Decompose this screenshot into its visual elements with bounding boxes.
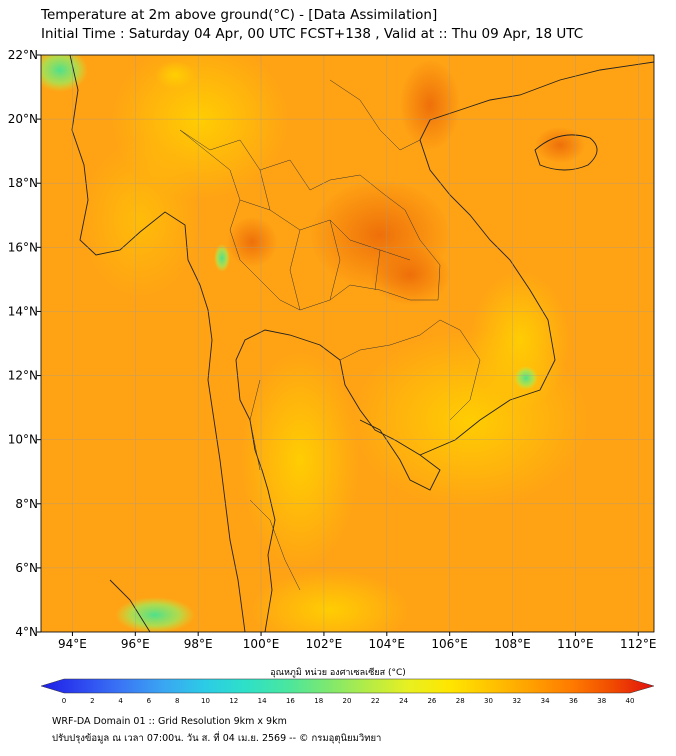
lat-tick-label: 18°N	[8, 176, 38, 190]
lon-tick-label: 108°E	[494, 637, 531, 651]
colorbar-tick-label: 36	[569, 697, 578, 705]
lon-tick-label: 106°E	[431, 637, 468, 651]
lat-tick-label: 4°N	[15, 625, 38, 639]
colorbar-tick-label: 20	[343, 697, 352, 705]
lon-tick-label: 96°E	[121, 637, 150, 651]
lon-tick-label: 110°E	[557, 637, 594, 651]
lon-tick-label: 102°E	[306, 637, 343, 651]
lon-tick-label: 100°E	[243, 637, 280, 651]
colorbar-tick-label: 30	[484, 697, 493, 705]
lat-tick-label: 10°N	[8, 433, 38, 447]
colorbar-label: อุณหภูมิ หน่วย องศาเซลเซียส (°C)	[270, 668, 406, 678]
colorbar-tick-label: 12	[229, 697, 238, 705]
lat-tick-label: 8°N	[15, 497, 38, 511]
colorbar-tick-label: 38	[597, 697, 606, 705]
lon-axis: 94°E 96°E 98°E 100°E 102°E 104°E 106°E 108°E 110…	[58, 632, 657, 651]
colorbar-tick-label: 34	[541, 697, 550, 705]
map-frame	[40, 54, 655, 633]
colorbar-tick-label: 6	[147, 697, 152, 705]
lat-tick-label: 14°N	[8, 304, 38, 318]
colorbar-tick-label: 10	[201, 697, 210, 705]
colorbar-tick-label: 8	[175, 697, 179, 705]
lon-tick-label: 98°E	[184, 637, 213, 651]
temperature-field	[41, 55, 654, 632]
colorbar-tick-label: 2	[90, 697, 94, 705]
colorbar-tick-label: 14	[258, 697, 267, 705]
colorbar-tick-label: 28	[456, 697, 465, 705]
lat-axis: 22°N 20°N 18°N 16°N 14°N 12°N 10°N 8°N 6°N 4°N	[8, 48, 41, 639]
lon-tick-label: 104°E	[369, 637, 406, 651]
colorbar-tick-label: 18	[314, 697, 323, 705]
map-title: Temperature at 2m above ground(°C) - [Da…	[41, 7, 438, 23]
lat-tick-label: 16°N	[8, 240, 38, 254]
province-boundaries	[179, 79, 481, 591]
colorbar-tick-label: 24	[399, 697, 408, 705]
coastlines	[69, 55, 654, 632]
lat-tick-label: 12°N	[8, 369, 38, 383]
colorbar-tick-label: 32	[512, 697, 521, 705]
lat-tick-label: 6°N	[15, 561, 38, 575]
lon-tick-label: 112°E	[620, 637, 657, 651]
colorbar	[40, 678, 655, 694]
footer-line-2: ปรับปรุงข้อมูล ณ เวลา 07:00น. วัน ส. ที่…	[52, 733, 382, 744]
colorbar-tick-label: 0	[62, 697, 66, 705]
footer-line-1: WRF-DA Domain 01 :: Grid Resolution 9km …	[52, 716, 287, 727]
colorbar-tick-label: 40	[626, 697, 635, 705]
lon-tick-label: 94°E	[58, 637, 87, 651]
map-subtitle: Initial Time : Saturday 04 Apr, 00 UTC F…	[41, 26, 584, 42]
colorbar-tick-label: 22	[371, 697, 380, 705]
colorbar-ticks: 0 2 4 6 8 10 12 14 16 18 20 22 24 26 28 30 32 34 36 38 40	[62, 697, 635, 705]
colorbar-tick-label: 4	[118, 697, 123, 705]
graticule	[41, 54, 654, 633]
colorbar-tick-label: 26	[427, 697, 436, 705]
colorbar-tick-label: 16	[286, 697, 295, 705]
lat-tick-label: 20°N	[8, 112, 38, 126]
lat-tick-label: 22°N	[8, 48, 38, 62]
